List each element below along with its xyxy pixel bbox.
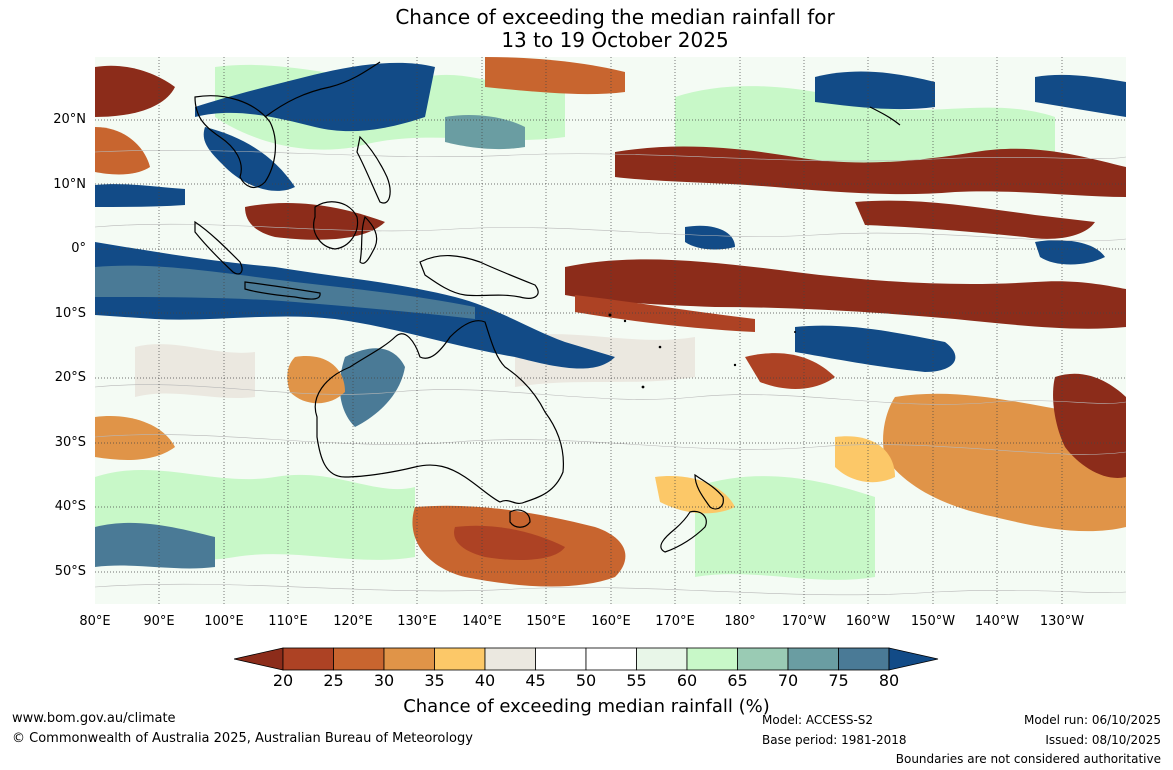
colorbar-cell-under	[234, 647, 284, 671]
lon-label-130e: 130°E	[397, 614, 437, 629]
lon-label-170w: 170°W	[781, 614, 827, 629]
colorbar-tick-label: 75	[828, 671, 849, 690]
lon-label-160w: 160°W	[845, 614, 891, 629]
footer-model: Model: ACCESS-S2	[762, 713, 874, 727]
indochina-coast	[194, 95, 276, 189]
lat-label-40s: 40°S	[54, 499, 86, 514]
lon-label-140w: 140°W	[974, 614, 1020, 629]
colorbar-cell	[787, 647, 839, 671]
colorbar-tick-label: 80	[878, 671, 900, 690]
footer-model-run: Model run: 06/10/2025	[1023, 713, 1161, 727]
colorbar-cell	[838, 647, 890, 671]
colorbar-tick-label: 25	[323, 671, 344, 690]
lon-label-130w: 130°W	[1039, 614, 1085, 629]
footer-issued: Issued: 08/10/2025	[1045, 733, 1161, 747]
lat-label-50s: 50°S	[54, 564, 86, 579]
lon-label-100e: 100°E	[204, 614, 244, 629]
lon-label-150w: 150°W	[910, 614, 956, 629]
lat-label-10n: 10°N	[53, 177, 86, 192]
colorbar-tick-label: 45	[525, 671, 546, 690]
lat-label-10s: 10°S	[54, 306, 86, 321]
map-title-line1: Chance of exceeding the median rainfall …	[395, 5, 835, 29]
colorbar-cell	[585, 647, 637, 671]
colorbar-cell	[737, 647, 789, 671]
lon-label-160e: 160°E	[591, 614, 631, 629]
colorbar-cell-over	[888, 647, 939, 671]
pacific-islands	[608, 313, 796, 389]
colorbar-cell	[282, 647, 334, 671]
hawaii-coast	[869, 106, 901, 126]
lat-label-30s: 30°S	[54, 435, 86, 450]
new-zealand-south-coast	[660, 510, 707, 553]
colorbar-tick-label: 35	[424, 671, 445, 690]
lon-label-110e: 110°E	[268, 614, 308, 629]
sumatra-coast	[194, 220, 243, 275]
colorbar-cell	[686, 647, 738, 671]
colorbar-tick-label: 20	[272, 671, 294, 690]
java-coast	[244, 281, 321, 300]
colorbar-tick-label: 65	[727, 671, 748, 690]
footer-base-period: Base period: 1981-2018	[762, 733, 907, 747]
colorbar	[234, 647, 939, 671]
lon-label-170e: 170°E	[655, 614, 695, 629]
lon-label-90e: 90°E	[143, 614, 175, 629]
china-coast	[264, 61, 381, 118]
footer-url: www.bom.gov.au/climate	[12, 711, 176, 726]
colorbar-cell	[484, 647, 536, 671]
colorbar-tick-label: 50	[575, 671, 597, 690]
colorbar-tick-label: 40	[474, 671, 496, 690]
lat-label-20s: 20°S	[54, 370, 86, 385]
borneo-coast	[313, 201, 359, 250]
rainfall-map	[95, 57, 1126, 604]
colorbar-tick-label: 60	[676, 671, 698, 690]
lon-label-120e: 120°E	[333, 614, 373, 629]
sulawesi-coast	[359, 215, 378, 264]
colorbar-tick-label: 70	[777, 671, 799, 690]
philippines-coast	[356, 135, 391, 204]
graticule	[95, 57, 1126, 604]
footer-copyright: © Commonwealth of Australia 2025, Austra…	[12, 731, 473, 746]
new-guinea-coast	[419, 255, 539, 299]
lon-label-140e: 140°E	[462, 614, 502, 629]
lat-label-20n: 20°N	[53, 112, 86, 127]
australia-coast	[314, 320, 565, 505]
lon-label-150e: 150°E	[526, 614, 566, 629]
colorbar-tick-label: 55	[626, 671, 647, 690]
footer-disclaimer: Boundaries are not considered authoritat…	[895, 752, 1161, 766]
lat-label-0: 0°	[71, 241, 86, 256]
colorbar-tick-label: 30	[373, 671, 395, 690]
colorbar-cell	[434, 647, 486, 671]
colorbar-cell	[383, 647, 435, 671]
new-zealand-north-coast	[694, 473, 724, 510]
lon-label-80e: 80°E	[79, 614, 111, 629]
colorbar-cell	[636, 647, 688, 671]
rainfall-field	[95, 57, 1126, 604]
lon-label-180: 180°	[724, 614, 756, 629]
colorbar-label: Chance of exceeding median rainfall (%)	[403, 696, 770, 717]
coastlines	[194, 61, 901, 553]
map-title-line2: 13 to 19 October 2025	[501, 28, 729, 52]
tasmania-coast	[509, 509, 531, 528]
colorbar-cell	[333, 647, 385, 671]
colorbar-cell	[535, 647, 587, 671]
